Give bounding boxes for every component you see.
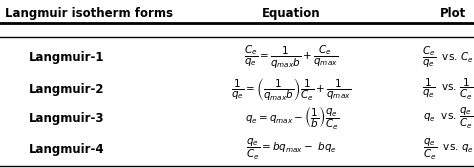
Text: Langmuir-2: Langmuir-2 xyxy=(28,82,104,96)
Text: $\dfrac{C_e}{q_e} = \dfrac{1}{q_{max}b} + \dfrac{C_e}{q_{max}}$: $\dfrac{C_e}{q_e} = \dfrac{1}{q_{max}b} … xyxy=(245,44,338,72)
Text: Langmuir-1: Langmuir-1 xyxy=(28,51,104,65)
Text: $\dfrac{q_e}{C_e}$  vs. $q_e$: $\dfrac{q_e}{C_e}$ vs. $q_e$ xyxy=(422,137,474,162)
Text: $\dfrac{1}{q_e} = \left(\dfrac{1}{q_{max}b}\right)\dfrac{1}{C_e} + \dfrac{1}{q_{: $\dfrac{1}{q_e} = \left(\dfrac{1}{q_{max… xyxy=(231,76,352,102)
Text: Equation: Equation xyxy=(262,7,321,20)
Text: Plot: Plot xyxy=(439,7,466,20)
Text: $q_e = q_{max} - \left(\dfrac{1}{b}\right)\dfrac{q_e}{C_e}$: $q_e = q_{max} - \left(\dfrac{1}{b}\righ… xyxy=(245,104,338,132)
Text: $q_e$  vs. $\dfrac{q_e}{C_e}$: $q_e$ vs. $\dfrac{q_e}{C_e}$ xyxy=(423,106,473,131)
Text: Langmuir isotherm forms: Langmuir isotherm forms xyxy=(5,7,173,20)
Text: Langmuir-3: Langmuir-3 xyxy=(28,112,104,125)
Text: $\dfrac{q_e}{C_e} = bq_{max} - \ bq_e$: $\dfrac{q_e}{C_e} = bq_{max} - \ bq_e$ xyxy=(246,137,337,162)
Text: Langmuir-4: Langmuir-4 xyxy=(28,143,104,156)
Text: $\dfrac{C_e}{q_e}$  vs. $C_e$: $\dfrac{C_e}{q_e}$ vs. $C_e$ xyxy=(422,45,474,71)
Text: $\dfrac{1}{q_e}$  vs. $\dfrac{1}{C_e}$: $\dfrac{1}{q_e}$ vs. $\dfrac{1}{C_e}$ xyxy=(422,76,474,102)
